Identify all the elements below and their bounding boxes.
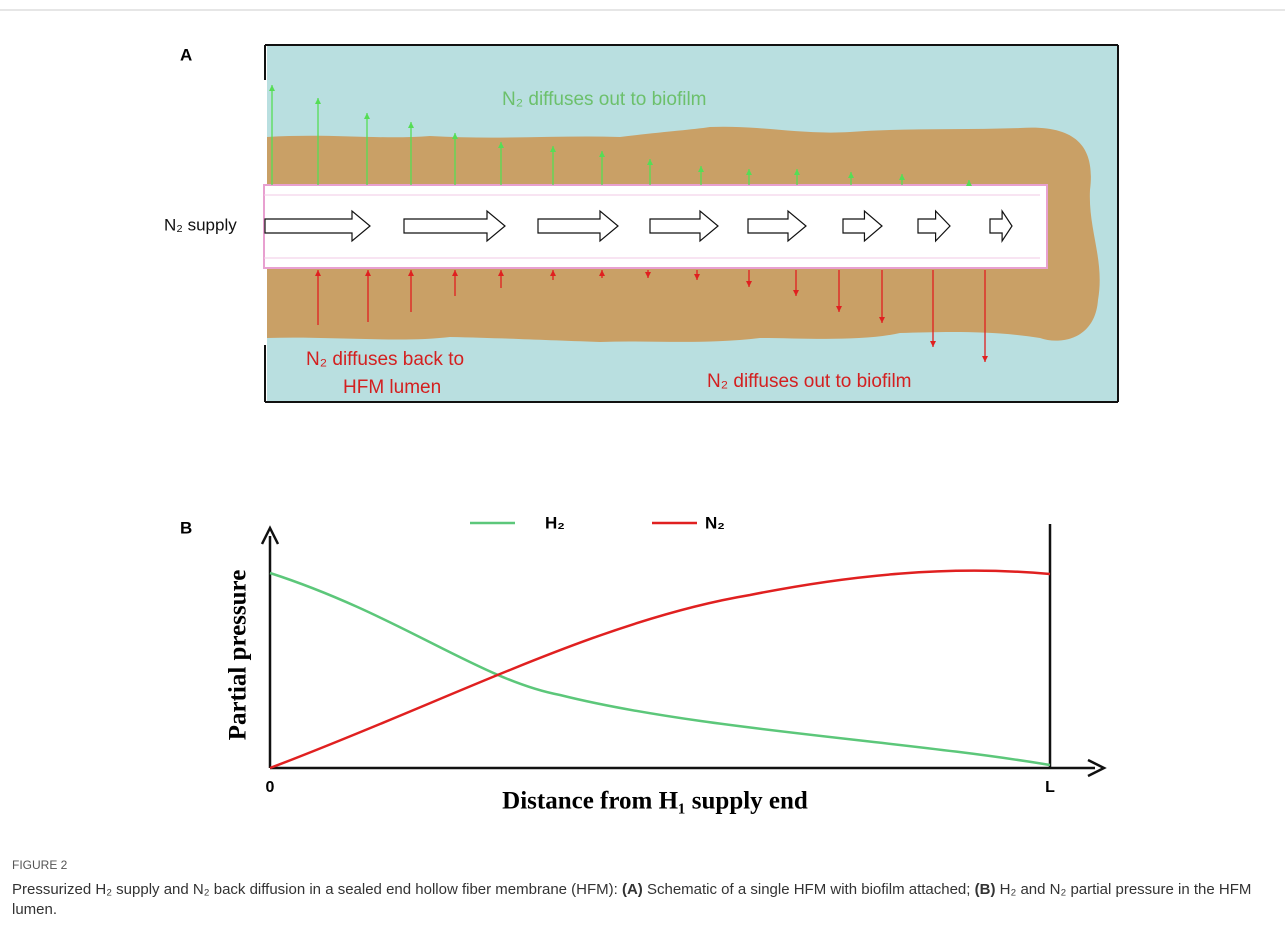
x-axis-title: Distance from H₁ supply end — [502, 788, 808, 815]
caption: Pressurized H₂ supply and N₂ back diffus… — [12, 880, 1277, 920]
caption-text: (B) — [975, 881, 996, 898]
panel-label: A — [180, 45, 192, 64]
legend-label: N₂ — [705, 513, 725, 532]
page: A N₂ diffuses out to biofilm N₂ supply N… — [0, 0, 1285, 932]
legend-label: H₂ — [545, 513, 565, 532]
y-axis-title: Partial pressure — [225, 570, 252, 741]
annotation: HFM lumen — [343, 377, 441, 398]
figure-graphic: A N₂ diffuses out to biofilm N₂ supply N… — [0, 0, 1285, 850]
annotation: N₂ supply — [164, 215, 237, 234]
annotation: N₂ diffuses out to biofilm — [707, 371, 912, 392]
annotation: N₂ diffuses back to — [306, 349, 464, 370]
n2-curve — [270, 571, 1050, 768]
caption-text: Pressurized H₂ supply and N₂ back diffus… — [12, 881, 622, 898]
caption-text: (A) — [622, 881, 643, 898]
panel-label: B — [180, 518, 192, 537]
annotation: N₂ diffuses out to biofilm — [502, 89, 707, 110]
figure: A N₂ diffuses out to biofilm N₂ supply N… — [0, 0, 1285, 932]
figure-number: FIGURE 2 — [12, 858, 1277, 872]
h2-curve — [270, 573, 1050, 765]
x-end-label: L — [1045, 779, 1055, 796]
caption-text: Schematic of a single HFM with biofilm a… — [643, 881, 975, 898]
x-start-label: 0 — [266, 779, 275, 796]
axes — [262, 524, 1104, 776]
